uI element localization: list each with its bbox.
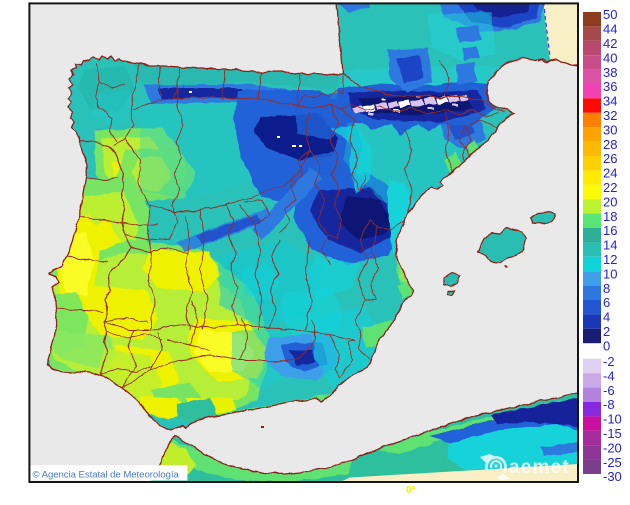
svg-text:8: 8 (603, 281, 610, 296)
svg-text:26: 26 (603, 151, 617, 166)
svg-text:-10: -10 (603, 412, 622, 427)
svg-text:42: 42 (603, 36, 617, 51)
svg-text:36: 36 (603, 79, 617, 94)
svg-text:34: 34 (603, 94, 617, 109)
svg-text:0°: 0° (406, 485, 416, 496)
svg-text:-20: -20 (603, 440, 622, 455)
svg-text:12: 12 (603, 252, 617, 267)
svg-text:14: 14 (603, 238, 617, 253)
svg-text:38: 38 (603, 65, 617, 80)
svg-text:-30: -30 (603, 469, 622, 484)
svg-text:4: 4 (603, 310, 610, 325)
svg-text:24: 24 (603, 166, 617, 181)
svg-text:32: 32 (603, 108, 617, 123)
svg-text:30: 30 (603, 122, 617, 137)
svg-text:-25: -25 (603, 455, 622, 470)
svg-text:© Agencia Estatal de Meteorolo: © Agencia Estatal de Meteorología (33, 469, 180, 480)
svg-text:18: 18 (603, 209, 617, 224)
svg-text:-2: -2 (603, 354, 615, 369)
svg-text:22: 22 (603, 180, 617, 195)
svg-text:20: 20 (603, 194, 617, 209)
svg-text:6: 6 (603, 295, 610, 310)
svg-text:2: 2 (603, 324, 610, 339)
svg-text:16: 16 (603, 223, 617, 238)
svg-text:40: 40 (603, 50, 617, 65)
svg-text:-8: -8 (603, 397, 615, 412)
svg-text:0: 0 (603, 338, 610, 353)
svg-text:-15: -15 (603, 426, 622, 441)
svg-text:10: 10 (603, 266, 617, 281)
svg-text:50: 50 (603, 7, 617, 22)
svg-text:-4: -4 (603, 368, 615, 383)
svg-text:aemet: aemet (509, 457, 570, 478)
svg-text:44: 44 (603, 22, 617, 37)
svg-text:-6: -6 (603, 383, 615, 398)
svg-text:28: 28 (603, 137, 617, 152)
